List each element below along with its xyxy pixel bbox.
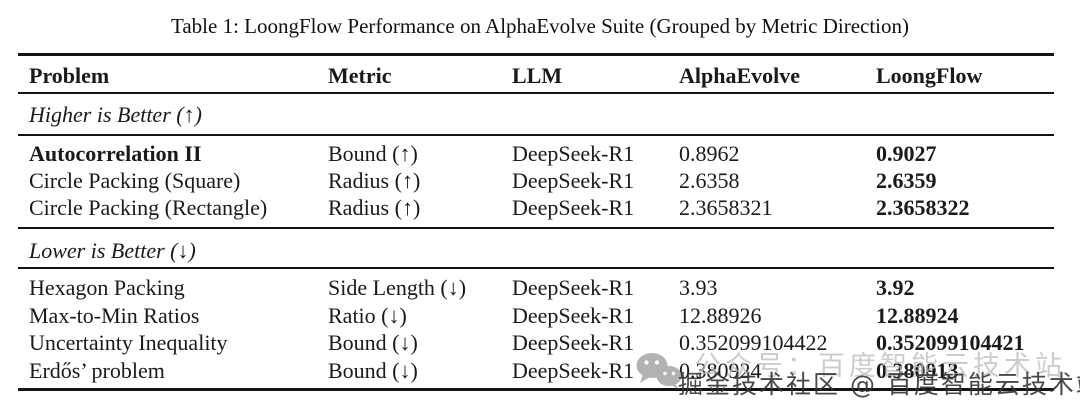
- cell-loongflow: 12.88924: [876, 303, 959, 328]
- cell-llm: DeepSeek-R1: [512, 195, 635, 220]
- table-row: Erdős’ problem Bound (↓) DeepSeek-R1 0.3…: [18, 357, 1054, 384]
- table-row: Circle Packing (Square) Radius (↑) DeepS…: [18, 167, 1054, 194]
- section-header-higher-is-better: Higher is Better (↑): [18, 101, 1054, 128]
- cell-problem: Hexagon Packing: [29, 275, 185, 300]
- watermark-dark-text: 掘金技术社区 @ 百度智能云技术站: [678, 370, 1080, 399]
- section2-rule: [18, 267, 1054, 269]
- cell-problem: Autocorrelation II: [29, 141, 202, 166]
- cell-alphaevolve: 2.3658321: [679, 195, 773, 220]
- col-header-metric: Metric: [328, 63, 392, 88]
- table-row: Max-to-Min Ratios Ratio (↓) DeepSeek-R1 …: [18, 302, 1054, 329]
- table-bottomrule: [18, 388, 1054, 391]
- cell-loongflow: 0.352099104421: [876, 330, 1025, 355]
- cell-metric: Side Length (↓): [328, 275, 467, 300]
- table-row: Circle Packing (Rectangle) Radius (↑) De…: [18, 194, 1054, 221]
- cell-llm: DeepSeek-R1: [512, 303, 635, 328]
- section2-top-rule: [18, 227, 1054, 229]
- section-label: Higher is Better (↑): [29, 102, 202, 127]
- cell-loongflow: 0.9027: [876, 141, 937, 166]
- col-header-problem: Problem: [29, 63, 110, 88]
- wechat-icon: [636, 353, 682, 389]
- cell-metric: Bound (↓): [328, 358, 418, 383]
- table-toprule: [18, 53, 1054, 56]
- col-header-alphaevolve: AlphaEvolve: [679, 63, 801, 88]
- cell-metric: Radius (↑): [328, 195, 421, 220]
- cell-problem: Circle Packing (Rectangle): [29, 195, 268, 220]
- cell-llm: DeepSeek-R1: [512, 275, 635, 300]
- col-header-llm: LLM: [512, 63, 563, 88]
- cell-llm: DeepSeek-R1: [512, 330, 635, 355]
- cell-alphaevolve: 12.88926: [679, 303, 762, 328]
- cell-alphaevolve: 3.93: [679, 275, 718, 300]
- table-caption: Table 1: LoongFlow Performance on AlphaE…: [170, 14, 909, 38]
- cell-problem: Max-to-Min Ratios: [29, 303, 200, 328]
- cell-loongflow: 2.6359: [876, 168, 937, 193]
- cell-problem: Erdős’ problem: [29, 358, 165, 383]
- cell-alphaevolve: 0.352099104422: [679, 330, 828, 355]
- watermark-light-text: 公众号：百度智能云技术站: [694, 351, 1066, 382]
- cell-metric: Bound (↓): [328, 330, 418, 355]
- cell-metric: Bound (↑): [328, 141, 418, 166]
- table-row: Hexagon Packing Side Length (↓) DeepSeek…: [18, 274, 1054, 301]
- cell-problem: Circle Packing (Square): [29, 168, 241, 193]
- cell-alphaevolve: 2.6358: [679, 168, 740, 193]
- table-row: Autocorrelation II Bound (↑) DeepSeek-R1…: [18, 140, 1054, 167]
- cell-llm: DeepSeek-R1: [512, 141, 635, 166]
- cell-loongflow: 2.3658322: [876, 195, 970, 220]
- cell-loongflow: 3.92: [876, 275, 915, 300]
- cell-loongflow: 0.380913: [876, 358, 959, 383]
- cell-alphaevolve: 0.380924: [679, 358, 762, 383]
- section-header-lower-is-better: Lower is Better (↓): [18, 237, 1054, 264]
- table-header-rule: [18, 92, 1054, 94]
- table-row: Uncertainty Inequality Bound (↓) DeepSee…: [18, 329, 1054, 356]
- cell-llm: DeepSeek-R1: [512, 168, 635, 193]
- cell-alphaevolve: 0.8962: [679, 141, 740, 166]
- cell-metric: Ratio (↓): [328, 303, 407, 328]
- col-header-loongflow: LoongFlow: [876, 63, 983, 88]
- section1-rule: [18, 134, 1054, 136]
- cell-metric: Radius (↑): [328, 168, 421, 193]
- section-label: Lower is Better (↓): [29, 238, 196, 263]
- table-header-row: Problem Metric LLM AlphaEvolve LoongFlow: [18, 62, 1054, 89]
- cell-llm: DeepSeek-R1: [512, 358, 635, 383]
- cell-problem: Uncertainty Inequality: [29, 330, 228, 355]
